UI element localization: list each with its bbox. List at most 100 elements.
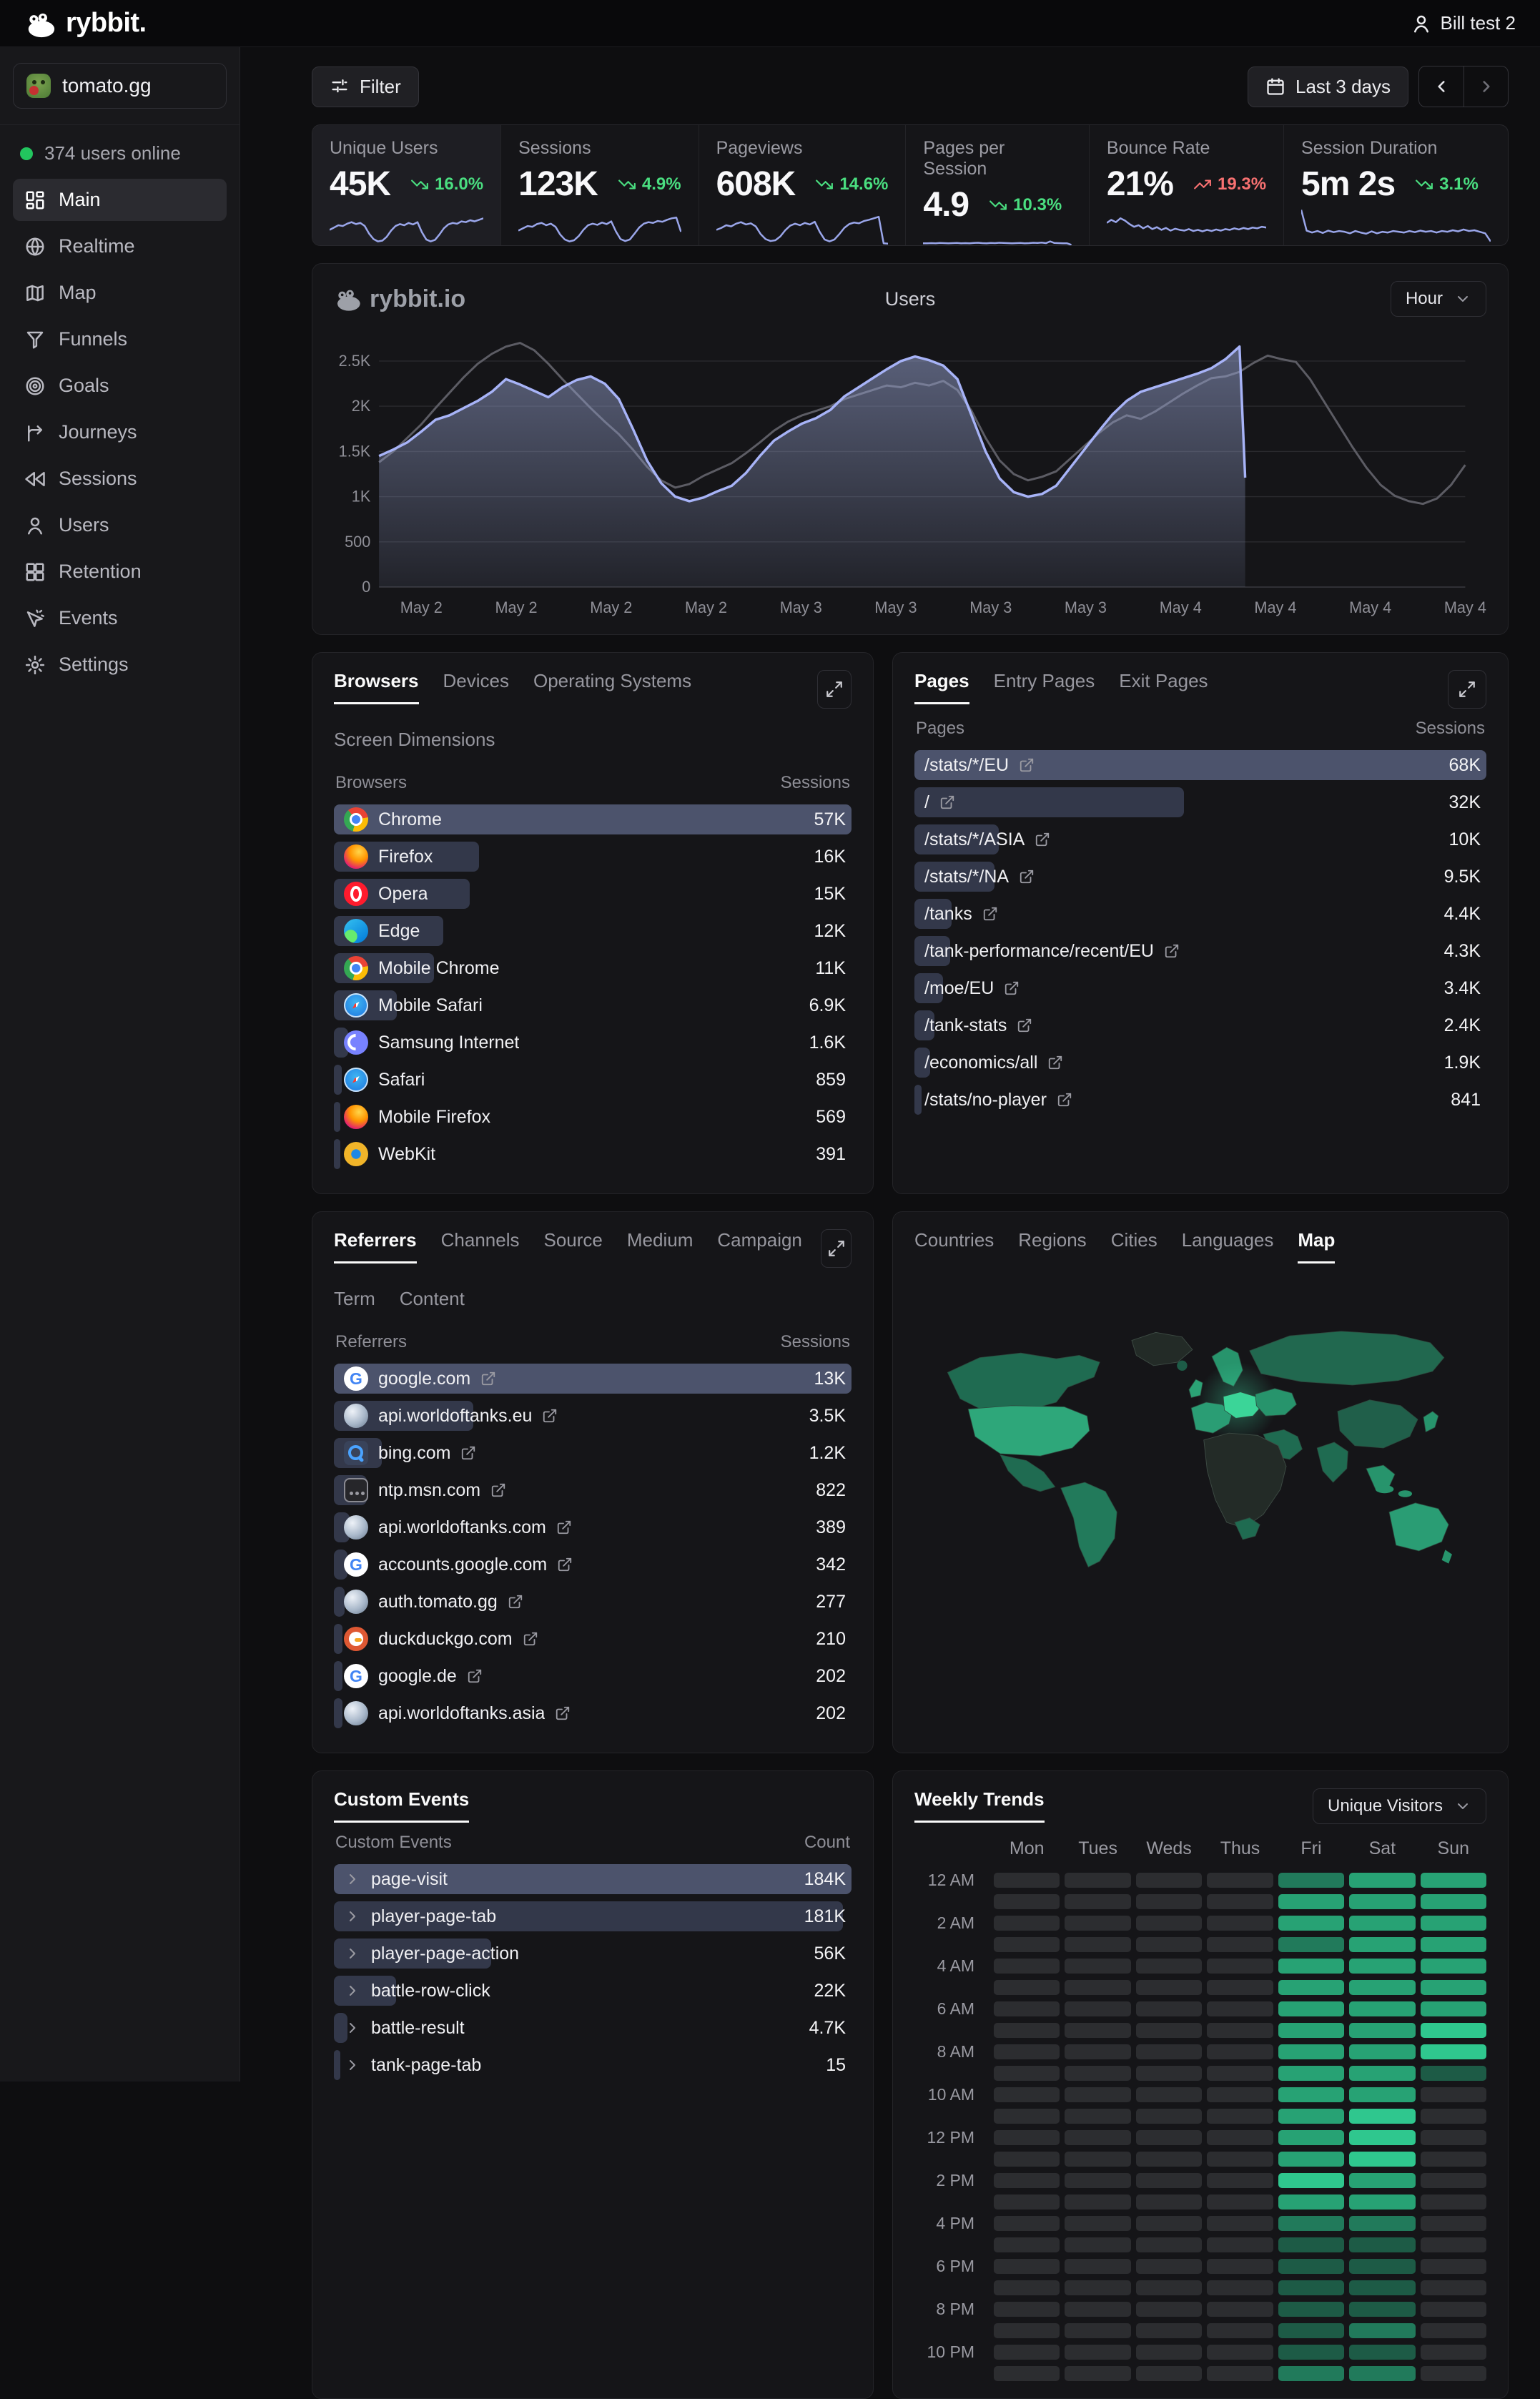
stat-tile-pages-per-session[interactable]: Pages per Session 4.9 10.3% [906,125,1090,245]
date-range-button[interactable]: Last 3 days [1248,66,1408,107]
heatmap-cell[interactable] [1135,1916,1203,1931]
external-link-icon[interactable] [490,1482,506,1498]
heatmap-cell[interactable] [1207,2023,1273,2038]
heatmap-cell[interactable] [1349,2130,1416,2145]
heatmap-cell[interactable] [1420,1873,1486,1888]
tab-campaign[interactable]: Campaign [717,1229,802,1251]
heatmap-cell[interactable] [1065,1873,1131,1888]
list-item-[interactable]: / 32K [914,787,1486,817]
map-central-europe[interactable] [1223,1391,1262,1419]
expand-button[interactable] [821,1229,852,1268]
heatmap-cell[interactable] [1065,2302,1131,2317]
heatmap-cell[interactable] [1278,1959,1345,1974]
heatmap-cell[interactable] [1065,2044,1131,2059]
site-selector[interactable]: tomato.gg [13,63,227,109]
heatmap-cell[interactable] [1349,1959,1416,1974]
list-item-accounts-google-com[interactable]: accounts.google.com 342 [334,1550,852,1580]
heatmap-cell[interactable] [1420,2216,1486,2231]
sidebar-item-retention[interactable]: Retention [13,551,227,593]
tab-languages[interactable]: Languages [1181,1229,1274,1251]
list-item-economics-all[interactable]: /economics/all 1.9K [914,1048,1486,1078]
list-item-player-page-tab[interactable]: player-page-tab 181K [334,1901,852,1931]
heatmap-cell[interactable] [1135,2259,1203,2274]
app-logo[interactable]: rybbit. [24,7,147,40]
heatmap-cell[interactable] [1278,2173,1345,2188]
tab-exit-pages[interactable]: Exit Pages [1119,670,1208,691]
heatmap-cell[interactable] [1207,2259,1273,2274]
sidebar-item-main[interactable]: Main [13,179,227,221]
list-item-page-visit[interactable]: page-visit 184K [334,1864,852,1894]
heatmap-cell[interactable] [1278,2259,1345,2274]
external-link-icon[interactable] [460,1445,476,1461]
heatmap-cell[interactable] [1349,2259,1416,2274]
list-item-moe-eu[interactable]: /moe/EU 3.4K [914,973,1486,1003]
heatmap-cell[interactable] [1278,2044,1345,2059]
map-indonesia[interactable] [1375,1485,1394,1494]
heatmap-cell[interactable] [994,2259,1060,2274]
map-japan[interactable] [1423,1411,1439,1433]
external-link-icon[interactable] [1164,943,1180,959]
list-item-stats-no-player[interactable]: /stats/no-player 841 [914,1085,1486,1115]
heatmap-cell[interactable] [1135,2044,1203,2059]
heatmap-cell[interactable] [1349,2152,1416,2167]
map-mexico[interactable] [999,1454,1056,1492]
filter-button[interactable]: Filter [312,66,419,107]
heatmap-cell[interactable] [1278,2302,1345,2317]
sidebar-item-sessions[interactable]: Sessions [13,458,227,500]
chevron-right-icon[interactable] [344,1908,361,1925]
heatmap-cell[interactable] [1278,1980,1345,1995]
heatmap-cell[interactable] [1278,1937,1345,1952]
map-iceland[interactable] [1177,1360,1188,1371]
expand-button[interactable] [1448,670,1486,709]
heatmap-cell[interactable] [1278,2194,1345,2210]
heatmap-cell[interactable] [1135,2194,1203,2210]
external-link-icon[interactable] [1019,757,1035,773]
heatmap-cell[interactable] [994,2152,1060,2167]
users-area-chart[interactable]: 0 500 1K 1.5K 2K 2.5K May 2 May 2 May 2 May 2 May … [334,321,1486,629]
heatmap-cell[interactable] [1207,2237,1273,2252]
heatmap-cell[interactable] [1065,1916,1131,1931]
heatmap-cell[interactable] [1135,1873,1203,1888]
heatmap-cell[interactable] [1207,2280,1273,2295]
list-item-tank-stats[interactable]: /tank-stats 2.4K [914,1010,1486,1040]
heatmap-cell[interactable] [1420,1916,1486,1931]
tab-weekly-trends[interactable]: Weekly Trends [914,1788,1045,1823]
map-africa[interactable] [1203,1432,1287,1529]
tab-channels[interactable]: Channels [440,1229,520,1251]
tab-custom-events[interactable]: Custom Events [334,1788,470,1823]
list-item-opera[interactable]: Opera 15K [334,879,852,909]
list-item-mobile-safari[interactable]: Mobile Safari 6.9K [334,990,852,1020]
heatmap-cell[interactable] [1135,2087,1203,2102]
heatmap-cell[interactable] [1349,2109,1416,2124]
heatmap-cell[interactable] [994,1980,1060,1995]
heatmap-cell[interactable] [1420,2323,1486,2338]
heatmap-cell[interactable] [1349,1873,1416,1888]
list-item-player-page-action[interactable]: player-page-action 56K [334,1939,852,1969]
tab-medium[interactable]: Medium [626,1229,694,1251]
heatmap-cell[interactable] [1135,2173,1203,2188]
heatmap-cell[interactable] [1278,2216,1345,2231]
granularity-select[interactable]: Hour [1390,281,1486,317]
heatmap-cell[interactable] [994,1873,1060,1888]
sidebar-item-settings[interactable]: Settings [13,644,227,686]
list-item-edge[interactable]: Edge 12K [334,916,852,946]
tab-entry-pages[interactable]: Entry Pages [993,670,1095,691]
heatmap-cell[interactable] [1349,2087,1416,2102]
heatmap-cell[interactable] [1065,2259,1131,2274]
heatmap-cell[interactable] [994,1916,1060,1931]
heatmap-cell[interactable] [1065,2001,1131,2016]
heatmap-cell[interactable] [1207,1916,1273,1931]
heatmap-cell[interactable] [1278,2152,1345,2167]
heatmap-cell[interactable] [994,2044,1060,2059]
heatmap-cell[interactable] [1278,2237,1345,2252]
heatmap-cell[interactable] [994,2066,1060,2081]
heatmap-cell[interactable] [1207,2173,1273,2188]
heatmap-cell[interactable] [1065,2216,1131,2231]
heatmap-cell[interactable] [994,2237,1060,2252]
heatmap-cell[interactable] [1349,1937,1416,1952]
heatmap-cell[interactable] [1420,1980,1486,1995]
map-eastern-europe[interactable] [1255,1388,1297,1417]
heatmap-cell[interactable] [1065,1959,1131,1974]
list-item-mobile-firefox[interactable]: Mobile Firefox 569 [334,1102,852,1132]
list-item-mobile-chrome[interactable]: Mobile Chrome 11K [334,953,852,983]
